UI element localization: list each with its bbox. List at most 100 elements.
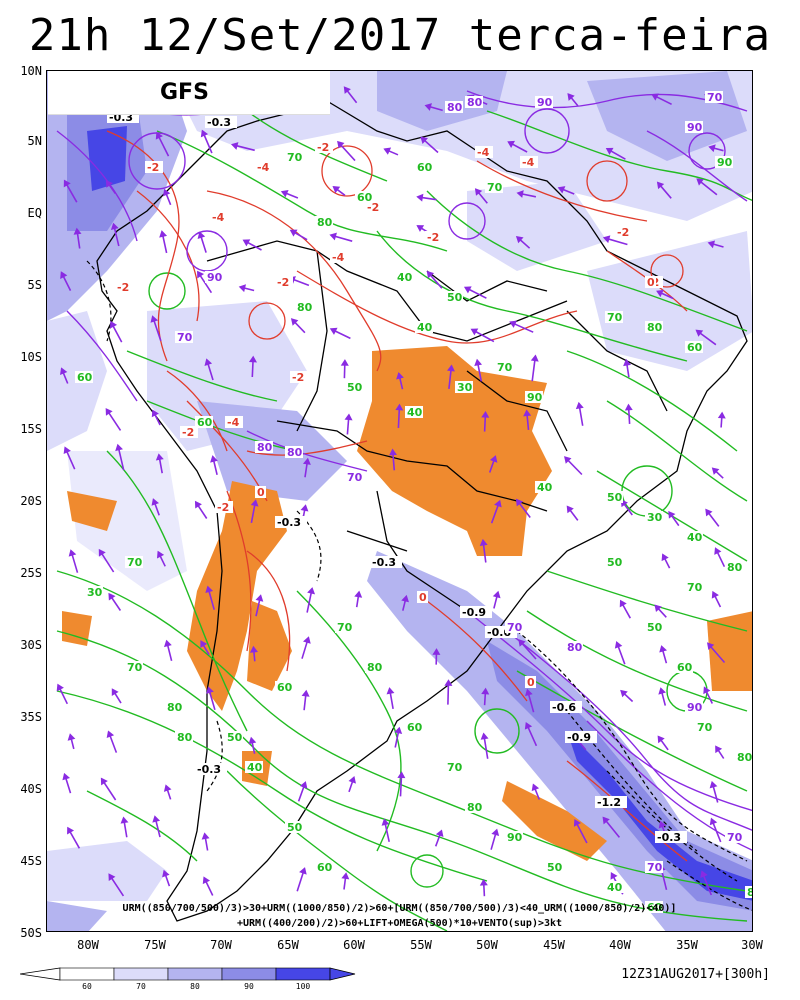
wind-arrow-head (68, 549, 77, 557)
contour-label: 80 (167, 701, 183, 714)
contour-label: 0 (647, 276, 655, 289)
wind-arrow-head (557, 186, 566, 194)
contour-label: -2 (617, 226, 629, 239)
wind-arrow-head (654, 604, 662, 613)
contour-label-bg (655, 831, 687, 843)
contour-label: 0 (527, 676, 535, 689)
contour-label-bg (535, 96, 553, 108)
wind-arrow-head (354, 590, 363, 598)
wind-arrow-head (715, 745, 723, 754)
lat-label: 50S (20, 926, 42, 940)
contour-label-bg (415, 161, 433, 173)
wind-arrow-head (162, 188, 171, 197)
wind-arrow-head (518, 639, 526, 647)
contour-label-bg (345, 471, 363, 483)
wind-arrow-head (489, 455, 498, 463)
lon-label: 55W (410, 938, 432, 952)
contour-label: -2 (117, 281, 129, 294)
wind-arrow-head (426, 270, 435, 279)
wind-arrow-head (156, 550, 165, 559)
wind-arrow-head (481, 687, 490, 695)
contour-label-bg (345, 381, 363, 393)
contour-label-bg (735, 751, 752, 763)
contour-label: 40 (247, 761, 263, 774)
contour-label-bg (545, 861, 563, 873)
wind-arrow-head (656, 289, 664, 298)
wind-arrow-head (523, 409, 532, 417)
contour-label-bg (315, 141, 333, 153)
contour-label: -4 (212, 211, 225, 224)
contour-label-bg (395, 271, 413, 283)
contour-label-bg (505, 831, 523, 843)
wind-arrow-head (63, 179, 71, 188)
contour-label-bg (275, 276, 293, 288)
contour-label-bg (417, 591, 428, 603)
wind-arrow-head (108, 873, 116, 882)
contour-label: 90 (687, 121, 703, 134)
contour-label: 90 (207, 271, 223, 284)
wind-arrow-head (197, 231, 206, 240)
contour-label: 30 (647, 511, 663, 524)
contour-label-bg (685, 341, 703, 353)
lon-label: 30W (741, 938, 763, 952)
contour-label: 90 (687, 701, 703, 714)
wind-arrow-head (709, 817, 718, 826)
wind-arrow-head (383, 147, 392, 155)
contour-label-bg (365, 661, 383, 673)
contour-label-bg (205, 271, 223, 283)
lat-label: 10S (20, 350, 42, 364)
contour-label-bg (645, 861, 663, 873)
contour-label: 80 (297, 301, 313, 314)
wind-arrow-head (714, 547, 722, 555)
contour-label-bg (205, 116, 237, 128)
map-frame: -0.3 -0.3 -0.3 -0.3 -0.9 -0.6 -0.6 -0.9 -1.2 -0.3… (46, 70, 753, 932)
wind-arrow-head (396, 372, 404, 380)
contour-label-bg (285, 151, 303, 163)
contour-label: 90 (507, 831, 523, 844)
contour-label: 80 (737, 751, 753, 764)
wind-arrow-head (610, 872, 618, 880)
wind-arrow-head (105, 408, 113, 416)
wind-arrow-head (60, 271, 68, 279)
wind-arrow-head (56, 683, 64, 692)
contour-label-bg (210, 211, 228, 223)
contour-label: -1.2 (597, 796, 621, 809)
contour-label-bg (225, 416, 243, 428)
wind-arrow-head (344, 413, 353, 421)
contour-label: 70 (707, 91, 723, 104)
lon-label: 75W (144, 938, 166, 952)
wind-arrow-head (155, 131, 163, 140)
contour-label: 90 (527, 391, 543, 404)
contour-label-bg (645, 321, 663, 333)
wind-arrow-head (105, 180, 113, 188)
contour-label-bg (485, 181, 503, 193)
wind-arrow-head (329, 232, 337, 241)
contour-label: 60 (417, 161, 433, 174)
contour-label: -0.3 (207, 116, 231, 129)
wind-arrow-head (332, 185, 341, 194)
wind-arrow-head (337, 140, 345, 149)
wind-arrow-head (329, 327, 338, 335)
contour-label: 30 (457, 381, 473, 394)
contour-label-bg (605, 881, 623, 893)
lat-label: 20S (20, 494, 42, 508)
wind-arrow-head (474, 188, 483, 196)
contour-label: 0 (419, 591, 427, 604)
contour-label: 50 (347, 381, 363, 394)
contour-label-bg (165, 701, 183, 713)
wind-arrow-head (516, 190, 524, 198)
contour-label-bg (195, 763, 227, 775)
wind-arrow-head (110, 222, 119, 231)
wind-arrow-head (624, 403, 633, 411)
color-legend (20, 967, 356, 981)
wind-arrow-head (343, 86, 351, 94)
wind-arrow-head (194, 500, 202, 509)
wind-arrow-head (463, 286, 472, 294)
wind-arrow-head (151, 409, 159, 418)
contour-label: 70 (127, 661, 143, 674)
wind-arrow-head (416, 225, 425, 232)
wind-arrow-head (705, 508, 713, 517)
contour-label-bg (175, 331, 193, 343)
lat-label: 5S (27, 278, 42, 292)
contour-label-bg (445, 291, 463, 303)
